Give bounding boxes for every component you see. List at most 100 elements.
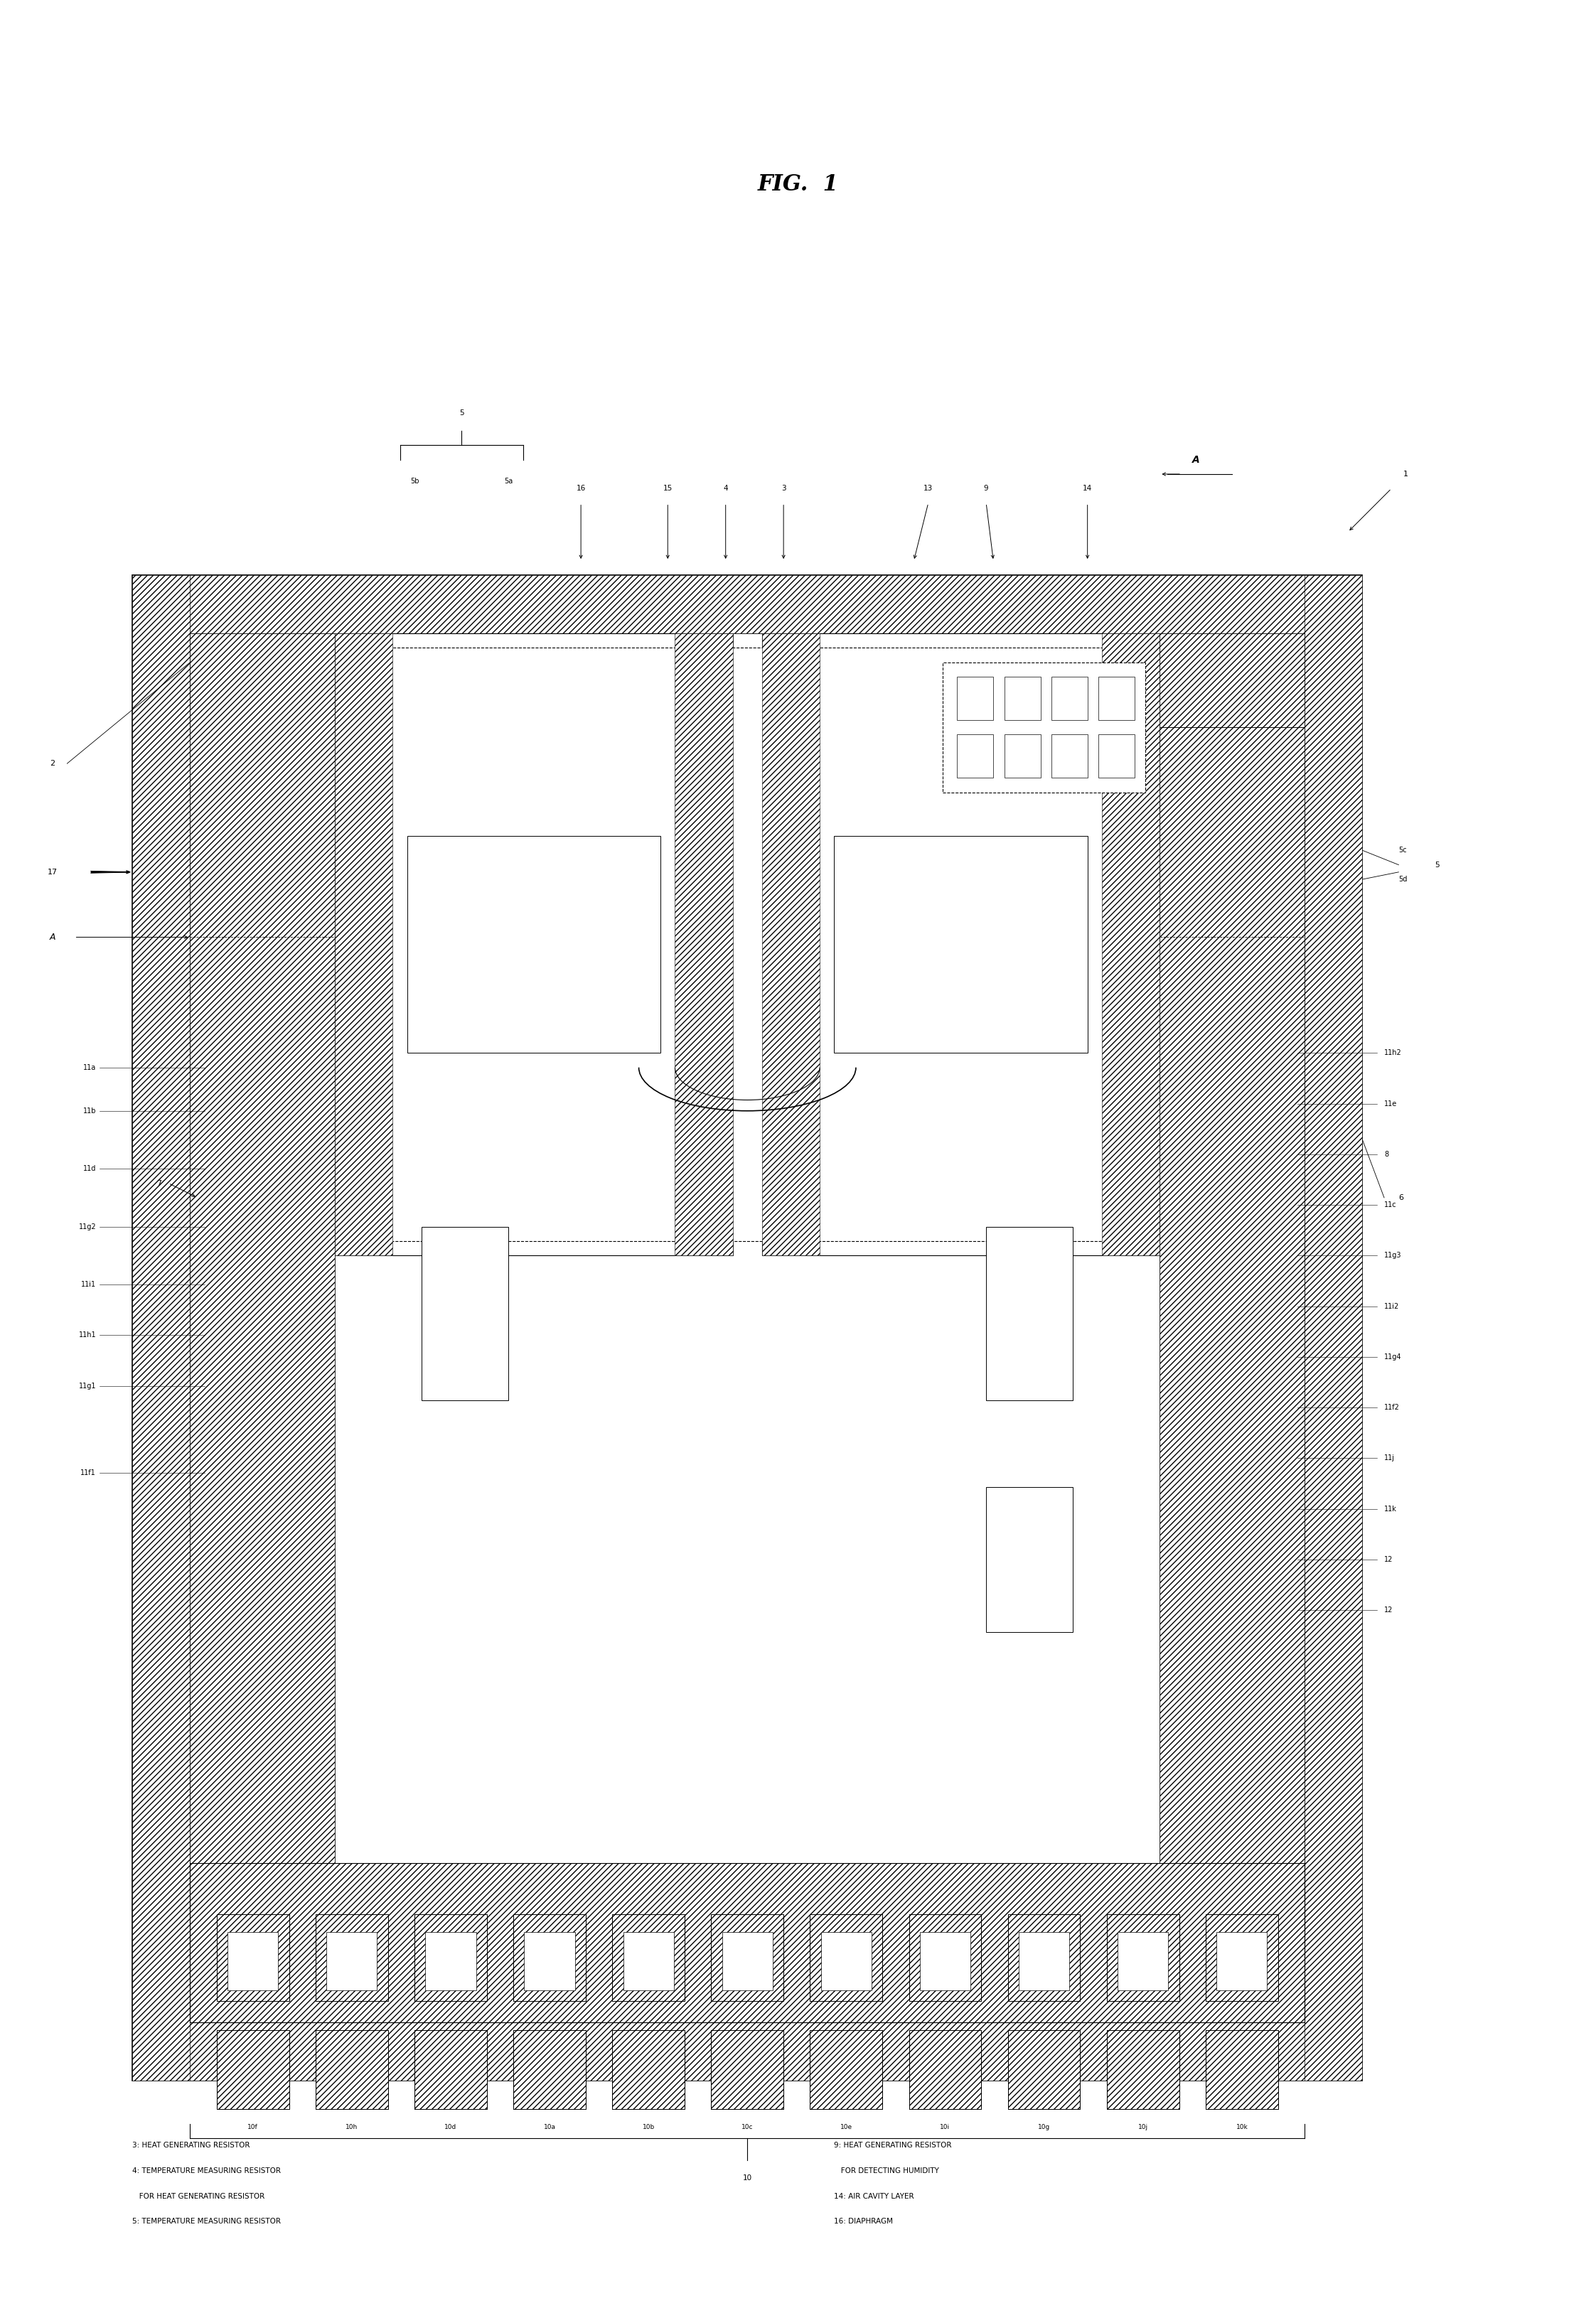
Text: 5d: 5d: [1398, 876, 1408, 883]
Text: 11h1: 11h1: [78, 1331, 96, 1338]
Text: 5: TEMPERATURE MEASURING RESISTOR: 5: TEMPERATURE MEASURING RESISTOR: [132, 2218, 281, 2225]
Bar: [132, 576, 1363, 2081]
Text: FIG.  1: FIG. 1: [758, 174, 838, 195]
Text: 15: 15: [662, 486, 672, 492]
Bar: [1160, 634, 1304, 2023]
Bar: [425, 1933, 476, 1991]
Bar: [415, 1914, 487, 2000]
Bar: [132, 576, 1363, 634]
Bar: [407, 836, 661, 1052]
Text: FOR DETECTING HUMIDITY: FOR DETECTING HUMIDITY: [835, 2167, 940, 2174]
Bar: [335, 634, 733, 1254]
Bar: [1205, 2030, 1278, 2109]
Bar: [415, 2030, 487, 2109]
Text: A: A: [1192, 455, 1200, 465]
Bar: [712, 2030, 784, 2109]
Bar: [514, 2030, 586, 2109]
Text: 10d: 10d: [445, 2123, 456, 2130]
Bar: [675, 634, 733, 1254]
Bar: [622, 1933, 674, 1991]
Text: 5b: 5b: [410, 479, 418, 486]
Bar: [1205, 1914, 1278, 2000]
Text: 11d: 11d: [83, 1166, 96, 1173]
Bar: [1304, 576, 1363, 2081]
Bar: [613, 2030, 685, 2109]
Text: 14: AIR CAVITY LAYER: 14: AIR CAVITY LAYER: [835, 2193, 915, 2200]
Bar: [986, 1487, 1073, 1631]
Text: 5: 5: [460, 409, 464, 416]
Text: A: A: [49, 932, 56, 941]
Text: 4: 4: [723, 486, 728, 492]
Text: 10: 10: [742, 2174, 752, 2181]
Bar: [217, 1914, 289, 2000]
Bar: [421, 1227, 509, 1401]
Bar: [1004, 676, 1041, 720]
Text: 10i: 10i: [940, 2123, 950, 2130]
Bar: [712, 2030, 784, 2109]
Bar: [1205, 1914, 1278, 2000]
Text: 11g3: 11g3: [1384, 1252, 1401, 1259]
Bar: [1052, 734, 1087, 778]
Text: 5c: 5c: [1398, 848, 1408, 855]
Text: 17: 17: [48, 869, 57, 876]
Bar: [1101, 634, 1160, 1254]
Bar: [415, 2030, 487, 2109]
Text: 11e: 11e: [1384, 1101, 1396, 1108]
Bar: [712, 1914, 784, 2000]
Bar: [613, 1914, 685, 2000]
Bar: [986, 1227, 1073, 1401]
Bar: [910, 2030, 982, 2109]
Text: 10k: 10k: [1235, 2123, 1248, 2130]
Bar: [1007, 2030, 1080, 2109]
Bar: [327, 1933, 377, 1991]
Bar: [1106, 2030, 1179, 2109]
Text: 11f2: 11f2: [1384, 1403, 1400, 1410]
Bar: [335, 634, 393, 1254]
Bar: [316, 2030, 388, 2109]
Text: 10g: 10g: [1037, 2123, 1050, 2130]
Text: 12: 12: [1384, 1608, 1393, 1614]
Bar: [316, 1914, 388, 2000]
Bar: [835, 836, 1087, 1052]
Bar: [514, 1914, 586, 2000]
Bar: [613, 2030, 685, 2109]
Bar: [217, 2030, 289, 2109]
Bar: [910, 1914, 982, 2000]
Bar: [811, 1914, 883, 2000]
Text: 10b: 10b: [642, 2123, 654, 2130]
Text: 12: 12: [1384, 1556, 1393, 1563]
Bar: [132, 576, 190, 2081]
Bar: [761, 634, 820, 1254]
Bar: [721, 1933, 772, 1991]
Bar: [958, 676, 993, 720]
Text: 11a: 11a: [83, 1064, 96, 1071]
Bar: [335, 634, 1160, 2023]
Bar: [1007, 1914, 1080, 2000]
Text: 10j: 10j: [1138, 2123, 1148, 2130]
Text: 8: 8: [1384, 1150, 1389, 1157]
Text: 9: 9: [983, 486, 988, 492]
Bar: [811, 1914, 883, 2000]
Bar: [1106, 2030, 1179, 2109]
Bar: [1216, 1933, 1267, 1991]
Text: 10a: 10a: [544, 2123, 555, 2130]
Bar: [1098, 734, 1135, 778]
Text: 11g1: 11g1: [78, 1382, 96, 1389]
Text: 4: TEMPERATURE MEASURING RESISTOR: 4: TEMPERATURE MEASURING RESISTOR: [132, 2167, 281, 2174]
Bar: [190, 634, 335, 2023]
Text: 1: 1: [1403, 472, 1408, 479]
Bar: [1052, 676, 1087, 720]
Bar: [228, 1933, 278, 1991]
Bar: [190, 634, 1304, 2023]
Text: 10h: 10h: [346, 2123, 358, 2130]
Text: 3: 3: [780, 486, 785, 492]
Bar: [943, 662, 1146, 792]
Text: 11k: 11k: [1384, 1505, 1396, 1512]
Bar: [811, 2030, 883, 2109]
Text: FOR HEAT GENERATING RESISTOR: FOR HEAT GENERATING RESISTOR: [132, 2193, 265, 2200]
Bar: [1007, 1914, 1080, 2000]
Text: 2: 2: [49, 760, 56, 767]
Text: 9: HEAT GENERATING RESISTOR: 9: HEAT GENERATING RESISTOR: [835, 2142, 951, 2149]
Bar: [190, 1863, 1304, 2023]
Bar: [1205, 2030, 1278, 2109]
